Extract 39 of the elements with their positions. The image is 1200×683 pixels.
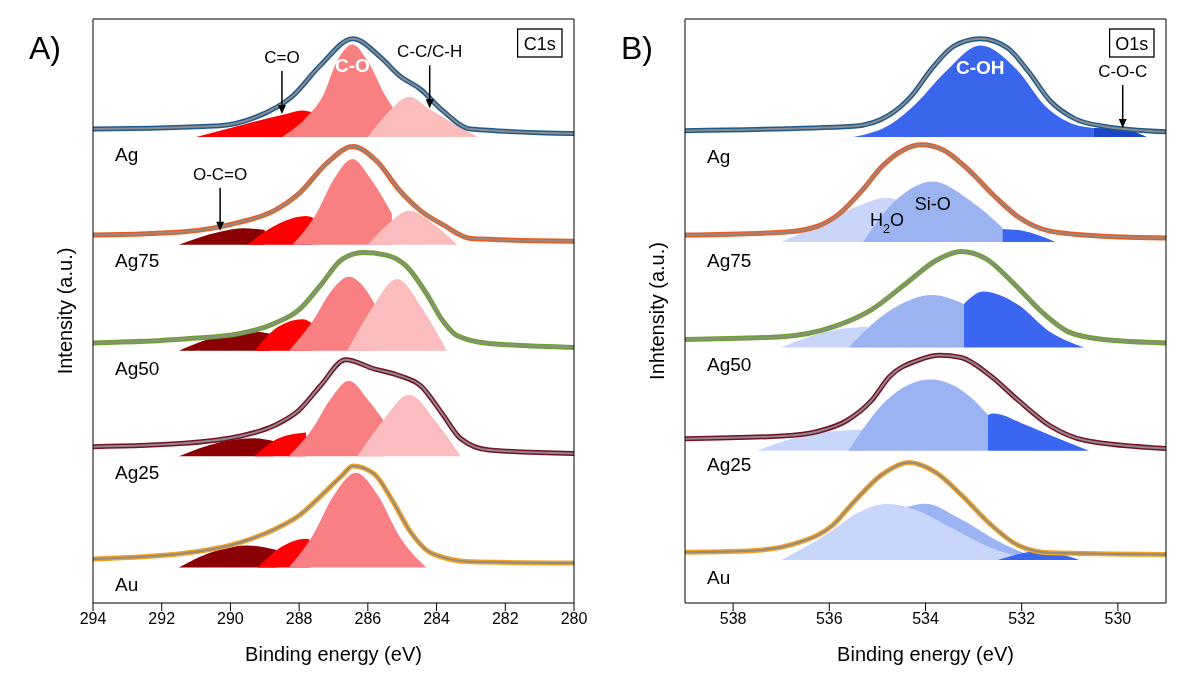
x-tick-label: 534 — [912, 610, 939, 628]
annotation: O-C=O — [192, 164, 248, 184]
y-axis-title: Inhtensity (a.u.) — [646, 242, 669, 380]
annotation: C1s — [523, 34, 556, 54]
series-label: Ag25 — [707, 453, 752, 475]
annotation: H$_{2}$O — [870, 209, 905, 236]
x-tick-label: 288 — [285, 610, 313, 628]
x-tick-label: 538 — [719, 610, 747, 628]
series-label: Au — [115, 573, 139, 595]
x-tick-label: 284 — [423, 610, 451, 628]
series-label: Ag — [707, 145, 731, 167]
annotation: C=O — [264, 47, 300, 67]
series-label: Ag75 — [115, 250, 160, 272]
series-label: Ag — [115, 144, 139, 166]
annotation: Si-O — [914, 193, 951, 214]
x-tick-label: 290 — [217, 610, 244, 628]
y-axis-title: Intensity (a.u.) — [54, 247, 77, 375]
x-tick-label: 282 — [491, 610, 519, 628]
annotation: O1s — [1115, 34, 1149, 54]
x-tick-label: 536 — [815, 610, 843, 628]
series-label: Au — [707, 567, 731, 589]
series-label: Ag75 — [707, 250, 752, 272]
x-axis-title: Binding energy (eV) — [837, 643, 1014, 665]
annotation: C-O — [334, 55, 370, 77]
x-axis-title: Binding energy (eV) — [245, 643, 422, 665]
x-tick-label: 294 — [79, 610, 107, 628]
chart-title: A) — [29, 30, 61, 66]
annotation: C-C/C-H — [397, 42, 463, 62]
annotation: C-O-C — [1098, 62, 1148, 82]
series-label: Ag25 — [115, 461, 160, 483]
chart-title: B) — [621, 30, 653, 66]
x-tick-label: 292 — [148, 610, 176, 628]
series-label: Ag50 — [707, 354, 752, 376]
x-tick-label: 286 — [354, 610, 382, 628]
x-tick-label: 530 — [1104, 610, 1132, 628]
x-tick-label: 532 — [1008, 610, 1036, 628]
x-tick-label: 280 — [560, 610, 588, 628]
annotation: C-OH — [956, 56, 1005, 78]
series-label: Ag50 — [115, 357, 160, 379]
